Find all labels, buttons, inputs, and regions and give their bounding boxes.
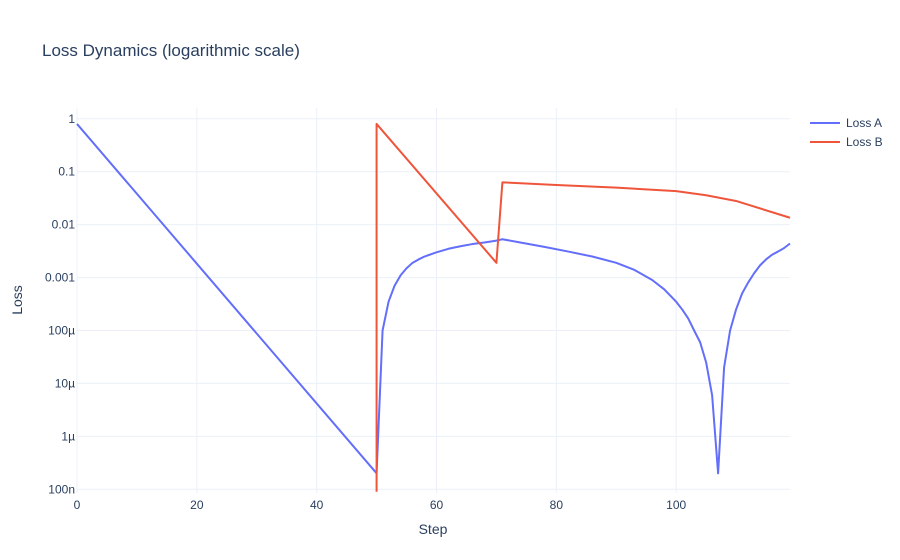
- y-tick-label: 0.001: [45, 271, 75, 285]
- y-tick-label: 100µ: [48, 323, 75, 337]
- legend-item[interactable]: Loss B: [810, 135, 883, 149]
- x-tick-label: 40: [310, 498, 324, 512]
- y-tick-label: 100n: [48, 482, 75, 496]
- y-axis-title: Loss: [9, 285, 25, 315]
- x-tick-label: 0: [74, 498, 81, 512]
- x-tick-label: 80: [550, 498, 564, 512]
- legend-label: Loss A: [846, 116, 882, 130]
- x-tick-label: 60: [430, 498, 444, 512]
- x-axis-title: Step: [419, 521, 448, 537]
- x-axis-ticks: 0 20 40 60 80 100: [74, 498, 687, 512]
- legend-item[interactable]: Loss A: [810, 116, 882, 130]
- chart-title: Loss Dynamics (logarithmic scale): [42, 41, 300, 60]
- y-tick-label: 0.01: [52, 218, 76, 232]
- y-tick-label: 0.1: [58, 165, 75, 179]
- series-layer: [76, 122, 791, 492]
- x-tick-label: 100: [666, 498, 686, 512]
- y-tick-label: 1µ: [61, 429, 75, 443]
- x-tick-label: 20: [190, 498, 204, 512]
- y-tick-label: 1: [68, 112, 75, 126]
- y-axis-ticks: 100n 1µ 10µ 100µ 0.001 0.01 0.1 1: [45, 112, 75, 496]
- legend[interactable]: Loss A Loss B: [810, 116, 883, 149]
- series-line-loss-a[interactable]: [76, 123, 791, 475]
- series-line-loss-b[interactable]: [375, 122, 791, 492]
- grid-layer: [76, 108, 790, 493]
- y-tick-label: 10µ: [55, 376, 75, 390]
- legend-label: Loss B: [846, 135, 883, 149]
